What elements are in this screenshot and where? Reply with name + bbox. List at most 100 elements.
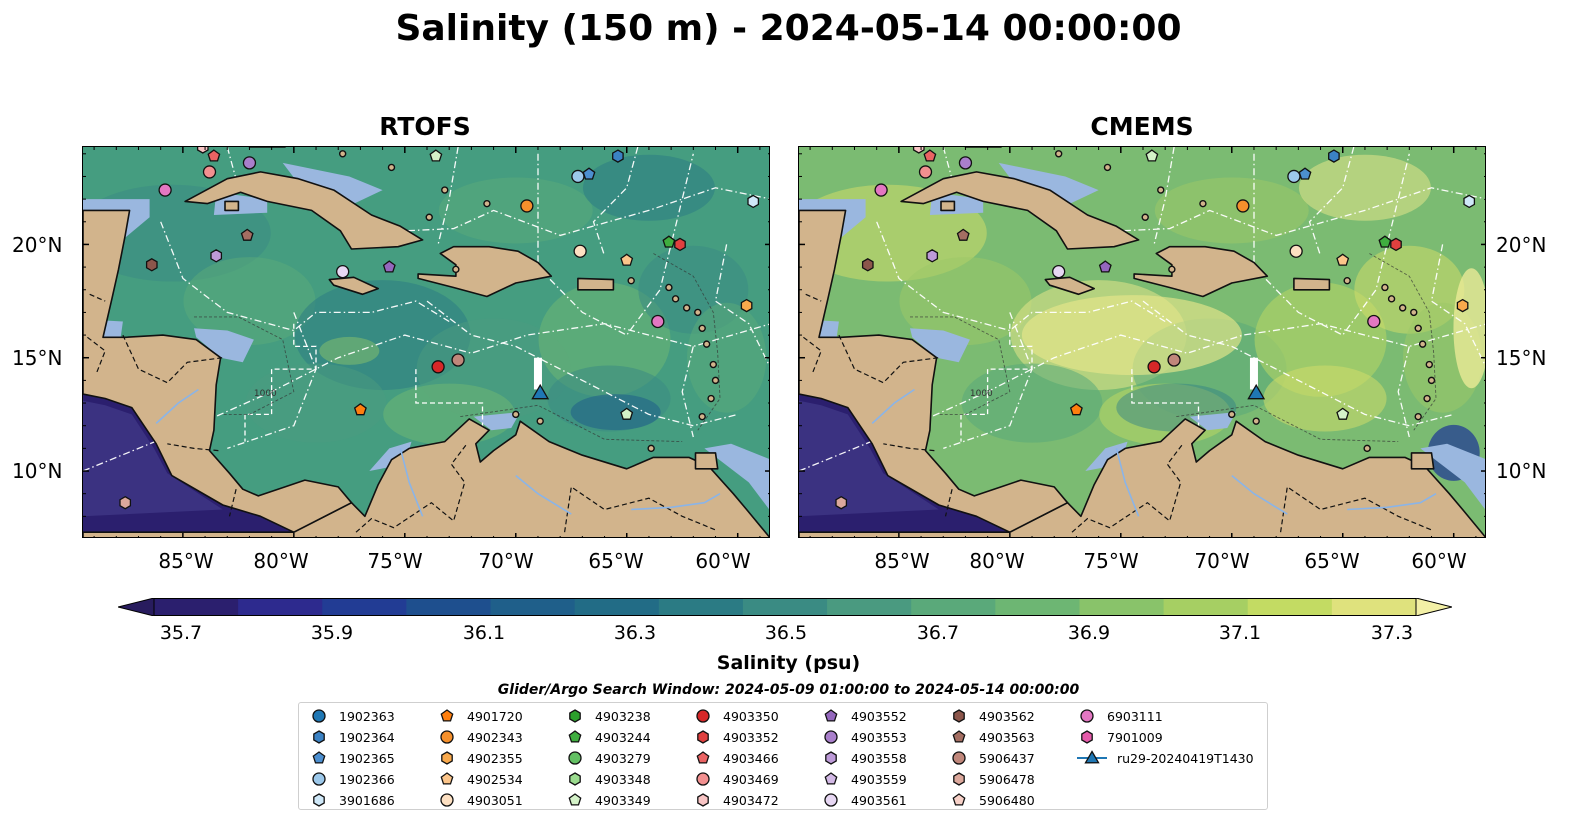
legend-label: 1902363 — [339, 708, 395, 724]
legend-label: 4902355 — [467, 750, 523, 766]
float-marker-4903469 — [918, 165, 933, 179]
float-marker-4902534 — [620, 253, 634, 266]
legend-hexagon-icon — [953, 709, 965, 723]
legend-pentagon-icon — [824, 709, 838, 722]
rtofs-map[interactable]: 1000 — [82, 146, 770, 538]
island — [387, 163, 396, 172]
legend-marker-icon — [824, 730, 838, 744]
island — [1054, 150, 1063, 158]
legend-label: 4903553 — [851, 729, 907, 745]
legend-label: 4902534 — [467, 771, 523, 787]
legend-marker-icon — [312, 709, 326, 723]
legend-marker-icon — [440, 709, 454, 722]
float-marker-4903563 — [956, 228, 970, 241]
legend-marker-icon — [568, 751, 582, 765]
legend-marker-icon — [440, 730, 454, 744]
legend-item: 4903469 — [693, 769, 779, 789]
x-tick-label: 80°W — [969, 549, 1025, 573]
legend-item: 4903562 — [949, 706, 1035, 726]
island — [1387, 295, 1396, 303]
legend-label: 4903350 — [723, 708, 779, 724]
eez-boundary — [437, 147, 459, 245]
legend-marker-icon — [952, 751, 966, 765]
legend-marker-icon — [696, 709, 710, 723]
colorbar-tick: 35.7 — [159, 622, 203, 644]
y-tick-label: 20°N — [1496, 233, 1547, 257]
salinity-patch — [961, 363, 1103, 443]
legend-circle-icon — [696, 709, 710, 723]
legend-item: 4901720 — [437, 706, 523, 726]
float-marker-4902534 — [1336, 253, 1350, 266]
legend-label: 7901009 — [1107, 729, 1163, 745]
island — [627, 276, 635, 285]
continental-shelf — [1189, 412, 1237, 431]
y-tick-label: 20°N — [12, 233, 63, 257]
legend-label: 4903469 — [723, 771, 779, 787]
island — [1423, 394, 1431, 403]
salinity-patch — [687, 302, 767, 413]
island — [1427, 376, 1436, 385]
pacific-shelf — [83, 400, 223, 517]
legend-item: 4903279 — [565, 748, 651, 768]
island — [1363, 444, 1371, 453]
continental-shelf — [194, 328, 254, 363]
cmems-map[interactable]: 1000 — [798, 146, 1486, 538]
x-tick-label: 60°W — [1411, 549, 1467, 573]
float-marker-6903111 — [874, 183, 888, 197]
colorbar-label: Salinity (psu) — [716, 652, 861, 674]
x-tick-label: 60°W — [695, 549, 751, 573]
trinidad-land — [1410, 452, 1435, 470]
legend-label: 1902365 — [339, 750, 395, 766]
salinity-patch — [1154, 177, 1309, 244]
legend-circle-icon — [440, 730, 454, 744]
legend-label: 5906437 — [979, 750, 1035, 766]
legend-marker-icon — [441, 751, 453, 765]
float-marker-4903349 — [429, 149, 443, 162]
float-marker-4903350 — [1147, 360, 1161, 374]
legend-item: 4903350 — [693, 706, 779, 726]
legend-label: 4903562 — [979, 708, 1035, 724]
legend-marker-icon — [952, 793, 966, 806]
eez-boundary — [799, 323, 1485, 472]
country-border — [883, 443, 935, 452]
legend-hexagon-icon — [1081, 730, 1093, 744]
continental-shelf — [473, 412, 521, 431]
legend-hexagon-icon — [825, 751, 837, 765]
float-marker-4901720 — [353, 402, 367, 416]
x-tick-label: 85°W — [158, 549, 214, 573]
eez-boundary — [1153, 147, 1175, 245]
panel-title-rtofs: RTOFS — [379, 112, 471, 141]
float-marker-1902364 — [612, 149, 624, 163]
legend-label: 4901720 — [467, 708, 523, 724]
island — [1252, 417, 1260, 425]
legend-label: 4903472 — [723, 792, 779, 808]
island — [1381, 283, 1389, 292]
central-america-land — [799, 209, 1069, 534]
country-border — [122, 334, 223, 384]
legend-circle-icon — [824, 730, 838, 744]
x-tick-label: 75°W — [367, 549, 423, 573]
float-marker-4903244 — [662, 235, 676, 248]
colorbar-tick: 36.9 — [1067, 622, 1111, 644]
legend-item: 4903559 — [821, 769, 907, 789]
eez-boundary — [1308, 147, 1355, 257]
trinidad-land — [694, 452, 719, 470]
island — [711, 376, 720, 385]
float-marker-4903563 — [240, 228, 254, 241]
float-marker-4903349 — [1336, 407, 1350, 420]
legend-item: 3901686 — [309, 790, 395, 810]
float-marker-4901720 — [1069, 402, 1083, 416]
legend-marker-icon — [1081, 730, 1093, 744]
legend-circle-icon — [568, 751, 582, 765]
legend-marker-icon — [568, 730, 582, 743]
colorbar-tick: 36.5 — [764, 622, 808, 644]
legend-marker-icon — [696, 751, 710, 764]
salinity-colorbar — [118, 598, 1452, 616]
x-tick-label: 70°W — [1194, 549, 1250, 573]
legend-circle-icon — [312, 772, 326, 786]
x-tick-label: 80°W — [253, 549, 309, 573]
float-marker-6903111 — [158, 183, 172, 197]
legend-label: 1902366 — [339, 771, 395, 787]
island — [512, 410, 520, 419]
continental-shelf — [910, 328, 970, 363]
